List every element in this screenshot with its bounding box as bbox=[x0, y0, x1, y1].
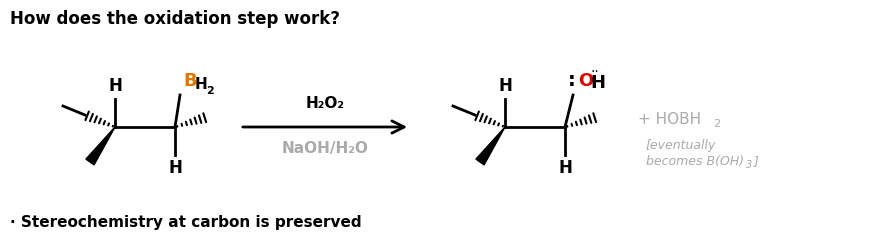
Text: 2: 2 bbox=[206, 86, 214, 96]
Text: [eventually: [eventually bbox=[646, 139, 717, 152]
Text: :: : bbox=[568, 71, 576, 90]
Text: NaOH/H₂O: NaOH/H₂O bbox=[281, 141, 369, 156]
Text: O: O bbox=[578, 72, 593, 90]
Text: 3: 3 bbox=[746, 160, 753, 170]
Polygon shape bbox=[86, 127, 115, 165]
Text: ··: ·· bbox=[591, 65, 600, 79]
Text: H: H bbox=[558, 159, 572, 177]
Text: H: H bbox=[168, 159, 182, 177]
Text: How does the oxidation step work?: How does the oxidation step work? bbox=[10, 10, 340, 28]
Text: H: H bbox=[498, 77, 512, 95]
Text: + HOBH: + HOBH bbox=[638, 111, 701, 127]
Text: H: H bbox=[590, 74, 605, 92]
Polygon shape bbox=[476, 127, 505, 165]
Text: H₂O₂: H₂O₂ bbox=[306, 96, 344, 111]
Text: 2: 2 bbox=[713, 119, 720, 129]
Text: B: B bbox=[183, 72, 197, 90]
Text: becomes B(OH): becomes B(OH) bbox=[646, 155, 744, 168]
Text: H: H bbox=[108, 77, 122, 95]
Text: ]: ] bbox=[753, 155, 758, 168]
Text: H: H bbox=[195, 77, 208, 92]
Text: · Stereochemistry at carbon is preserved: · Stereochemistry at carbon is preserved bbox=[10, 215, 362, 230]
